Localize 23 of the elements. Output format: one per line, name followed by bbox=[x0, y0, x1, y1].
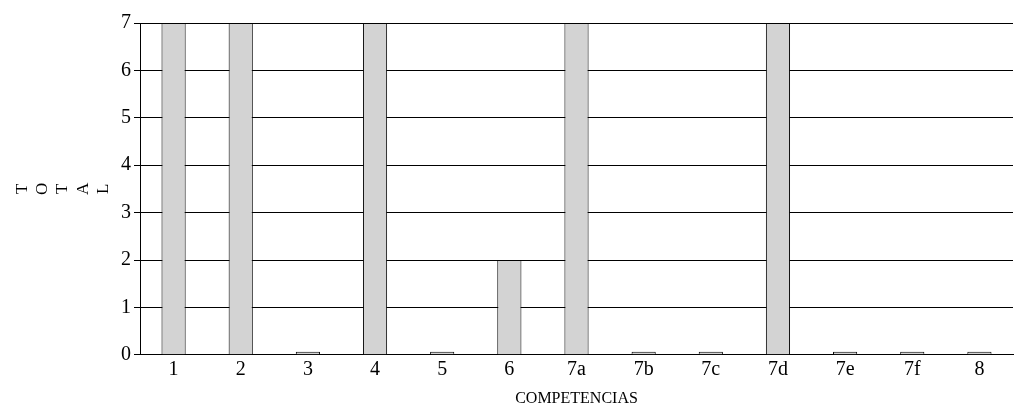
x-tick-label: 7a bbox=[567, 357, 587, 380]
x-tick-label: 8 bbox=[974, 357, 985, 380]
x-tick-label: 2 bbox=[235, 357, 246, 380]
y-axis-title: TOTAL bbox=[11, 182, 113, 196]
y-tick-label: 1 bbox=[121, 294, 131, 317]
x-tick-label: 6 bbox=[504, 357, 515, 380]
x-tick-label: 7f bbox=[903, 357, 921, 380]
x-tick-label: 4 bbox=[370, 357, 381, 380]
y-tick-label: 2 bbox=[121, 247, 131, 270]
x-tick-label: 1 bbox=[168, 357, 179, 380]
y-tick-label: 6 bbox=[121, 57, 131, 80]
y-tick-label: 7 bbox=[121, 10, 131, 33]
x-axis-title: COMPETENCIAS bbox=[515, 388, 638, 406]
x-tick-label: 7b bbox=[633, 357, 654, 380]
y-tick-label: 3 bbox=[121, 199, 131, 222]
y-tick-label: 5 bbox=[121, 105, 131, 128]
x-tick-label: 7d bbox=[767, 357, 788, 380]
x-tick-label: 7c bbox=[701, 357, 721, 380]
x-tick-label: 3 bbox=[302, 357, 313, 380]
x-tick-label: 5 bbox=[437, 357, 448, 380]
y-tick-label: 0 bbox=[121, 342, 131, 365]
x-tick-label: 7e bbox=[835, 357, 855, 380]
y-tick-label: 4 bbox=[121, 152, 131, 175]
